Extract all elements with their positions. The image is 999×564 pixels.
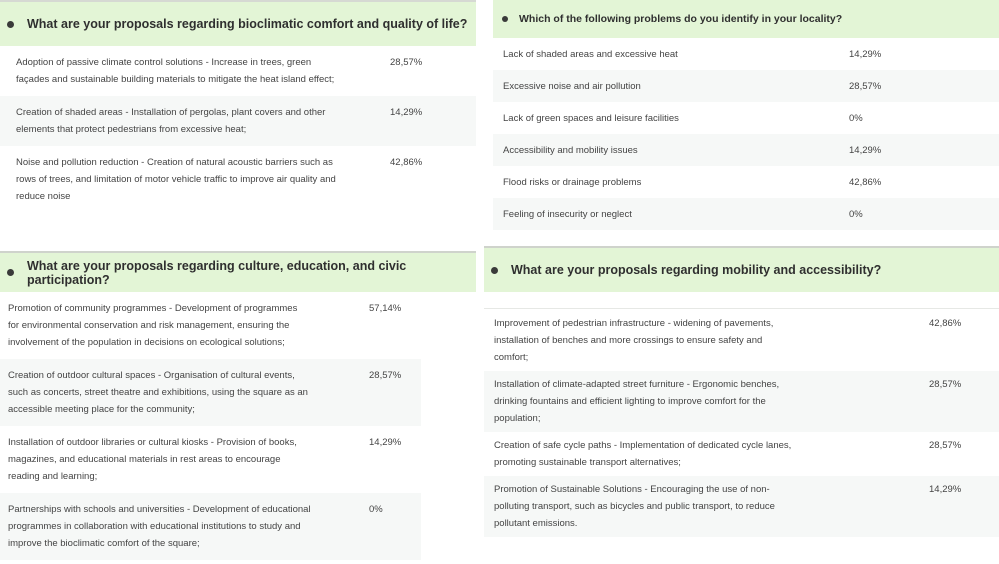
row-label: Installation of outdoor libraries or cul… [8,437,297,482]
table-row: Installation of outdoor libraries or cul… [0,426,421,493]
row-value: 14,29% [390,107,423,118]
panel-title: What are your proposals regarding biocli… [27,17,468,31]
row-label: Improvement of pedestrian infrastructure… [494,318,774,363]
row-value: 42,86% [929,318,962,329]
panel-header: Which of the following problems do you i… [493,0,999,38]
row-value: 42,86% [390,157,423,168]
row-label: Creation of outdoor cultural spaces - Or… [8,370,308,415]
row-value: 28,57% [390,57,423,68]
panel-title: What are your proposals regarding mobili… [511,263,882,277]
panel-header: What are your proposals regarding cultur… [0,251,476,292]
row-value: 14,29% [849,144,882,156]
row-label: Lack of green spaces and leisure facilit… [503,112,679,124]
table-row: Feeling of insecurity or neglect 0% [493,198,999,230]
row-label: Creation of safe cycle paths - Implement… [494,440,792,468]
row-label: Promotion of Sustainable Solutions - Enc… [494,484,775,529]
table-row: Partnerships with schools and universiti… [0,493,421,560]
panel-header: What are your proposals regarding mobili… [484,246,999,292]
row-value: 28,57% [369,370,402,381]
row-value: 28,57% [929,379,962,390]
panel-header: What are your proposals regarding biocli… [0,0,476,46]
table-row: Promotion of Sustainable Solutions - Enc… [484,476,999,537]
table-row: Noise and pollution reduction - Creation… [0,146,476,213]
bioclimatic-panel: What are your proposals regarding biocli… [0,0,476,213]
table-row: Creation of safe cycle paths - Implement… [484,432,999,476]
table-row: Excessive noise and air pollution 28,57% [493,70,999,102]
row-label: Promotion of community programmes - Deve… [8,303,298,348]
row-label: Partnerships with schools and universiti… [8,504,311,549]
row-label: Lack of shaded areas and excessive heat [503,48,678,60]
row-label: Adoption of passive climate control solu… [16,57,335,85]
table-row: Adoption of passive climate control solu… [0,46,476,96]
mobility-panel: What are your proposals regarding mobili… [484,246,999,537]
table-row: Improvement of pedestrian infrastructure… [484,309,999,371]
row-label: Excessive noise and air pollution [503,80,641,92]
row-value: 14,29% [929,484,962,495]
panel-title: What are your proposals regarding cultur… [27,258,407,287]
problems-panel: Which of the following problems do you i… [493,0,999,230]
panel-title: Which of the following problems do you i… [519,13,843,25]
table-row: Installation of climate-adapted street f… [484,371,999,432]
table-row: Accessibility and mobility issues 14,29% [493,134,999,166]
table-row: Promotion of community programmes - Deve… [0,292,421,359]
table-row: Creation of outdoor cultural spaces - Or… [0,359,421,426]
row-label: Creation of shaded areas - Installation … [16,107,326,135]
row-label: Installation of climate-adapted street f… [494,379,780,424]
row-label: Feeling of insecurity or neglect [503,208,632,220]
row-label: Flood risks or drainage problems [503,176,642,188]
bullet-icon [7,20,14,28]
row-value: 0% [849,112,863,124]
row-label: Noise and pollution reduction - Creation… [16,157,336,202]
row-value: 0% [849,208,863,220]
row-value: 42,86% [849,176,882,188]
row-value: 14,29% [849,48,882,60]
table-row: Lack of shaded areas and excessive heat … [493,38,999,70]
culture-panel: What are your proposals regarding cultur… [0,251,476,560]
bullet-icon [491,266,498,274]
bullet-icon [502,16,508,22]
row-value: 0% [369,504,383,515]
table-row: Flood risks or drainage problems 42,86% [493,166,999,198]
row-value: 57,14% [369,303,402,314]
table-row: Lack of green spaces and leisure facilit… [493,102,999,134]
divider [484,308,999,309]
row-label: Accessibility and mobility issues [503,144,638,156]
row-value: 28,57% [849,80,882,92]
bullet-icon [7,269,14,276]
table-row: Creation of shaded areas - Installation … [0,96,476,146]
row-value: 14,29% [369,437,402,448]
row-value: 28,57% [929,440,962,451]
